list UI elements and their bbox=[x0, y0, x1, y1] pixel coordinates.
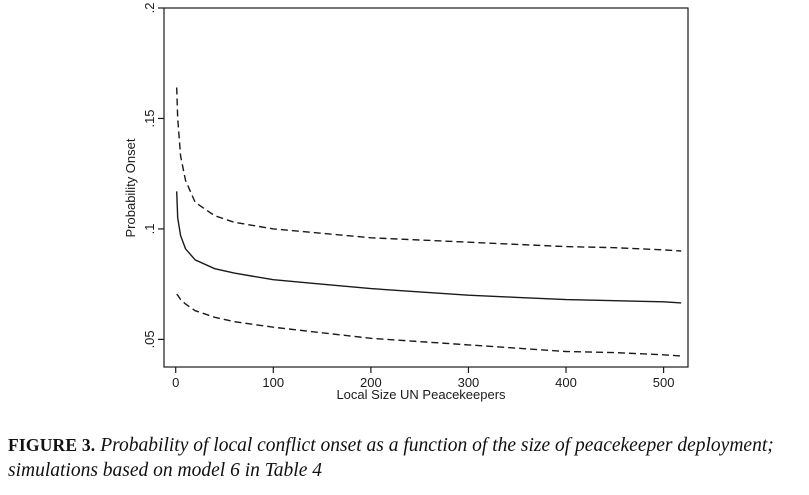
x-tick-label: 300 bbox=[458, 375, 480, 390]
figure-caption: FIGURE 3. Probability of local conflict … bbox=[8, 433, 806, 483]
x-tick-label: 0 bbox=[172, 375, 179, 390]
y-axis-title: Probability Onset bbox=[123, 138, 138, 237]
y-axis-ticks: .05 .1 .15 .2 bbox=[142, 3, 164, 348]
x-tick-label: 100 bbox=[262, 375, 284, 390]
series-line-1 bbox=[176, 87, 682, 252]
caption-label: FIGURE 3. bbox=[8, 435, 96, 455]
y-tick-label: .1 bbox=[142, 223, 157, 234]
x-tick-label: 200 bbox=[360, 375, 382, 390]
series-layer bbox=[176, 87, 682, 357]
x-tick-label: 400 bbox=[555, 375, 577, 390]
x-axis-title: Local Size UN Peacekeepers bbox=[336, 387, 506, 402]
caption-text: Probability of local conflict onset as a… bbox=[8, 435, 774, 481]
y-tick-label: .05 bbox=[142, 330, 157, 348]
y-tick-label: .2 bbox=[142, 3, 157, 14]
series-line-2 bbox=[176, 191, 682, 304]
y-tick-label: .15 bbox=[142, 109, 157, 127]
plot-frame bbox=[163, 7, 689, 368]
x-axis-ticks: 0 100 200 300 400 500 bbox=[172, 367, 674, 390]
series-line-3 bbox=[176, 293, 682, 357]
x-tick-label: 500 bbox=[653, 375, 675, 390]
